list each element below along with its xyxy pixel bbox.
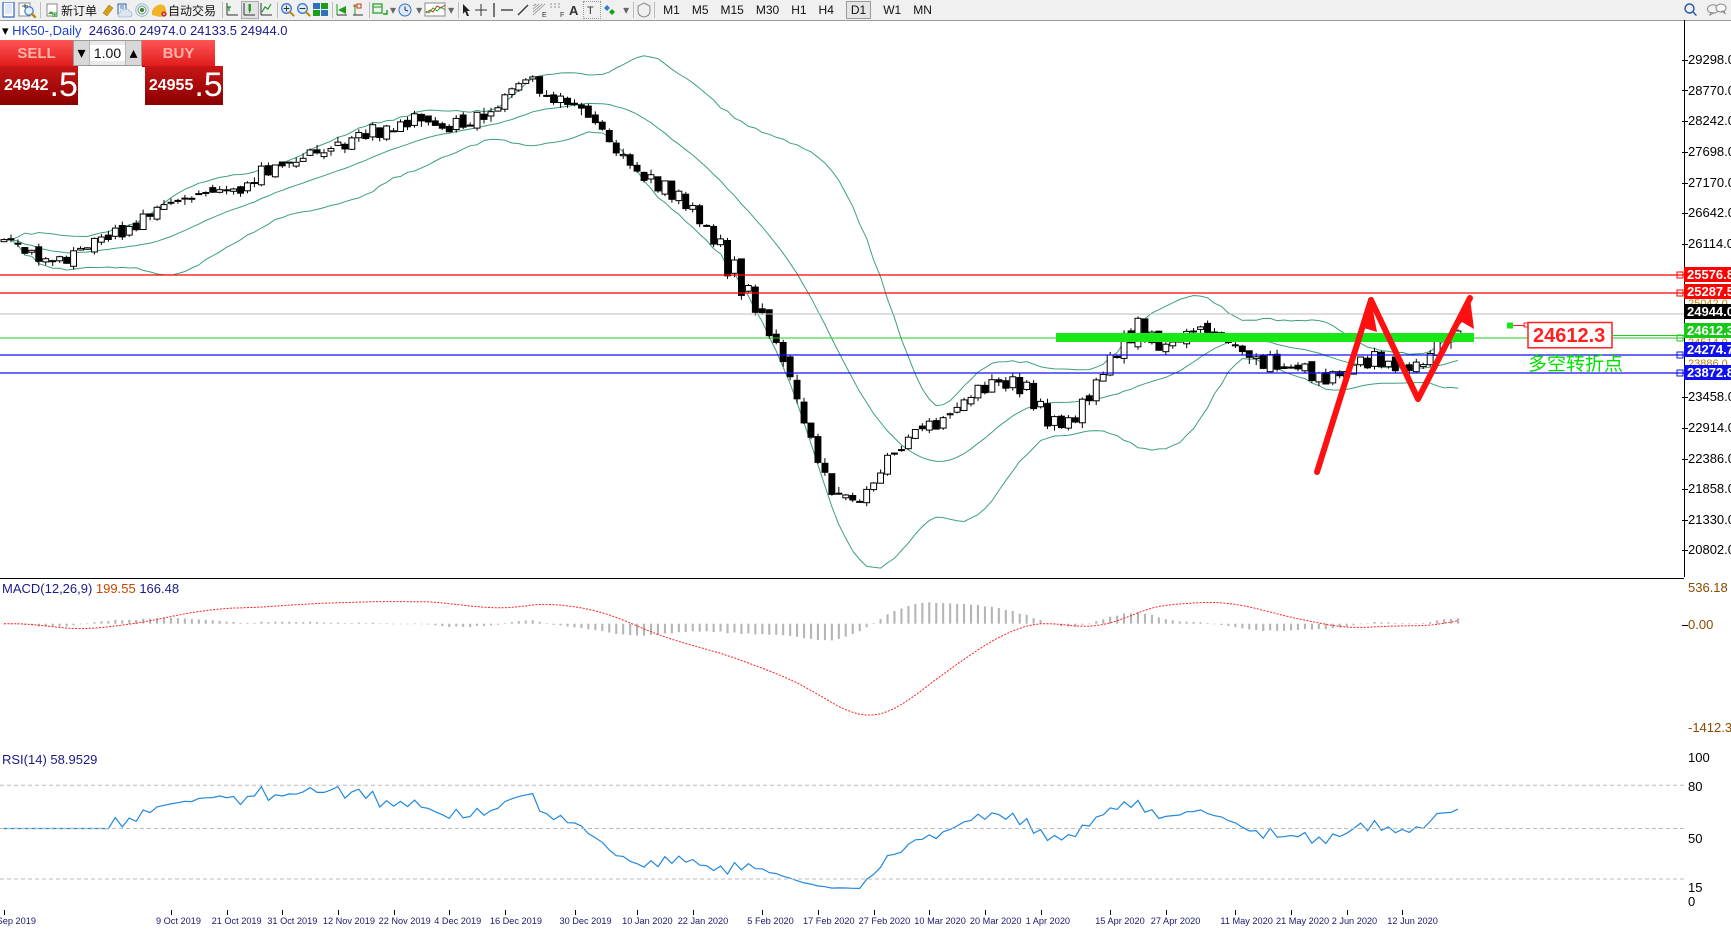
svg-text:多空转折点: 多空转折点: [1528, 353, 1623, 375]
svg-text:E: E: [542, 12, 547, 18]
svg-text:F: F: [560, 12, 564, 18]
svg-text:T: T: [587, 5, 594, 17]
svg-text:A: A: [569, 3, 579, 18]
svg-text:24612.3: 24612.3: [1533, 325, 1605, 347]
